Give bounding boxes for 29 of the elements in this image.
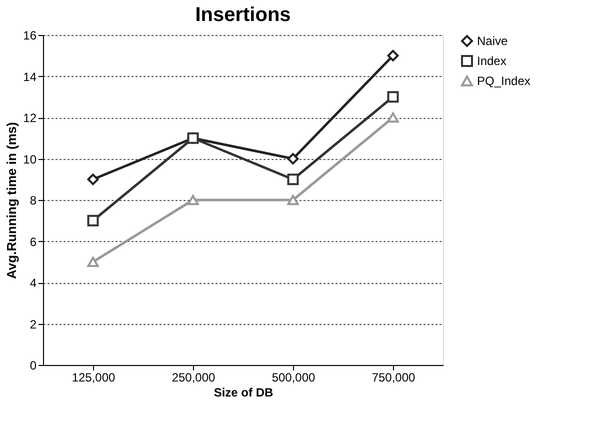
x-tick-label: 500,000 [272,370,316,384]
point [287,153,299,164]
point [87,214,99,226]
y-tick-label: 8 [30,194,37,208]
y-tick-label: 12 [23,111,37,125]
y-tick-label: 14 [23,70,37,84]
x-tick-label: 125,000 [72,370,116,384]
point [387,91,399,103]
point [87,174,99,186]
point [287,174,299,186]
y-axis-title: Avg.Running time in (ms) [4,122,20,279]
point [387,112,399,123]
y-tick-label: 0 [30,358,37,372]
y-tick-label: 2 [30,317,37,332]
legend-label: Naive [477,34,508,48]
x-tick-label: 750,000 [372,370,416,384]
point [187,194,199,206]
x-tick-label: 250,000 [172,370,216,384]
legend-label: PQ_Index [477,74,530,88]
y-tick-label: 6 [30,234,37,249]
y-tick-label: 10 [23,152,37,166]
chart-title: Insertions [195,4,291,26]
point [387,50,399,62]
y-tick-label: 16 [23,28,37,42]
point [287,194,299,206]
y-tick-label: 4 [30,276,37,290]
x-axis-title: Size of DB [214,386,274,400]
point [87,256,99,267]
legend-label: Index [477,54,506,68]
